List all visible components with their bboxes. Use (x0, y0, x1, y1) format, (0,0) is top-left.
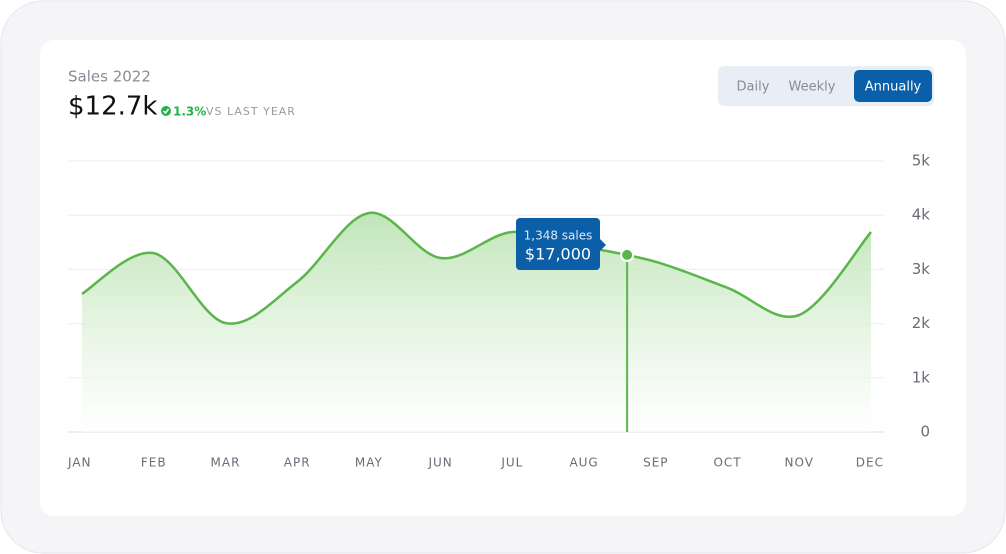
x-tick-label: APR (284, 456, 311, 470)
x-tick-label: MAY (355, 456, 383, 470)
y-tick-label: 2k (912, 314, 931, 332)
x-tick-label: MAR (211, 456, 241, 470)
tab-active[interactable] (854, 70, 932, 102)
tooltip-pointer (600, 239, 606, 251)
line (81, 211, 872, 325)
x-tick-label: DEC (856, 456, 884, 470)
x-tick-label: SEP (643, 456, 668, 470)
x-tick-label: OCT (713, 456, 741, 470)
y-tick-label: 4k (912, 206, 931, 224)
tooltip-value: $17,000 (525, 245, 591, 264)
x-tick-label: FEB (141, 456, 167, 470)
y-tick-label: 0 (920, 423, 930, 441)
tab[interactable]: Weekly (789, 80, 836, 95)
y-tick-label: 1k (912, 368, 931, 386)
x-tick-label: JUL (500, 456, 523, 470)
change-icon (161, 106, 171, 116)
y-tick-label: 3k (912, 260, 931, 278)
tab[interactable]: Daily (737, 80, 770, 95)
x-tick-label: JUN (427, 456, 452, 470)
total: $12.7k (68, 92, 158, 122)
comparison: VS LAST YEAR (206, 105, 296, 118)
x-tick-label: AUG (569, 456, 598, 470)
change: 1.3% (173, 105, 206, 119)
y-tick-label: 5k (912, 152, 931, 170)
x-tick-label: NOV (785, 456, 814, 470)
tooltip-label: 1,348 sales (524, 229, 593, 243)
hover-point (620, 247, 635, 262)
check (162, 108, 170, 115)
x-tick-label: JAN (67, 456, 92, 470)
tab[interactable]: Annually (865, 80, 922, 95)
chart-title: Sales 2022 (68, 68, 151, 86)
tooltip (516, 218, 600, 270)
